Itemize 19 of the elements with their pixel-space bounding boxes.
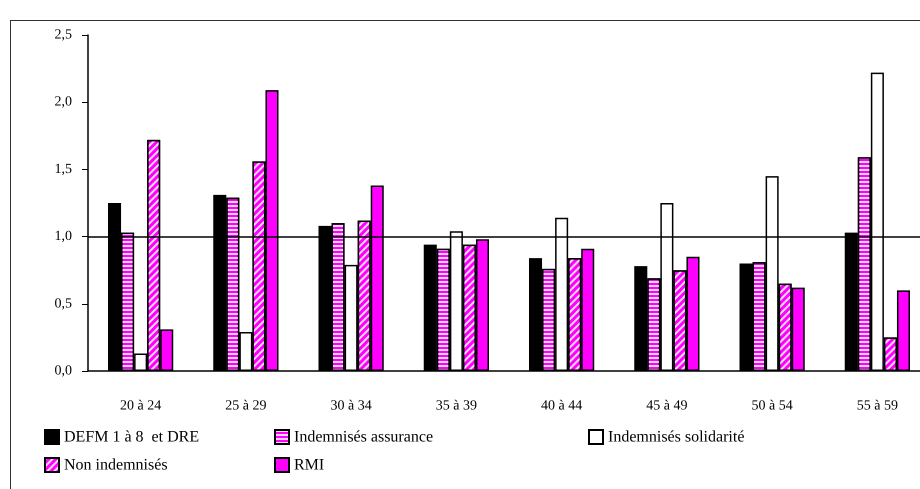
y-tick-label: 1,0 [54,229,72,244]
legend-label: Indemnisés assurance [294,428,434,446]
x-tick-label: 55 à 59 [856,398,898,414]
legend-label: Non indemnisés [64,456,168,474]
y-tick-label: 0,5 [54,296,72,312]
legend-label: DEFM 1 à 8 et DRE [64,428,200,446]
x-tick-label: 50 à 54 [752,398,793,414]
x-tick-label: 45 à 49 [646,398,688,414]
legend-label: RMI [294,456,324,474]
y-tick-label: 2,5 [54,28,72,42]
y-tick-label: 2,0 [54,94,72,110]
x-tick-label: 40 à 44 [541,398,582,414]
y-tick-label: 1,5 [54,162,72,177]
x-tick-label: 20 à 24 [120,398,162,414]
x-tick-label: 25 à 29 [225,398,266,414]
x-tick-label: 30 à 34 [330,398,372,414]
x-tick-label: 35 à 39 [436,398,477,414]
y-tick-label: 0,0 [54,364,72,378]
legend-label: Indemnisés solidarité [608,428,744,446]
